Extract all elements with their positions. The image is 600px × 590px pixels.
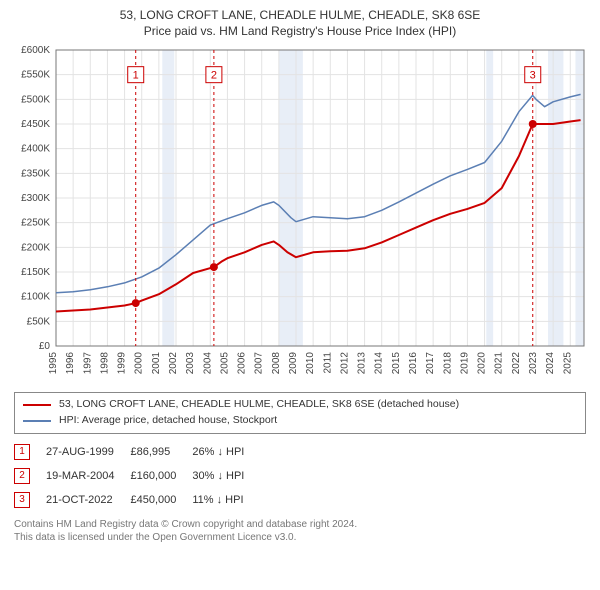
svg-text:2002: 2002: [168, 352, 179, 375]
sale-delta: 30% ↓ HPI: [192, 464, 260, 488]
sale-marker-box: 2: [14, 468, 30, 484]
svg-text:1998: 1998: [99, 352, 110, 375]
svg-text:2019: 2019: [459, 352, 470, 375]
svg-text:£400K: £400K: [21, 144, 50, 155]
svg-text:2020: 2020: [477, 352, 488, 375]
svg-text:1995: 1995: [48, 352, 59, 375]
sale-marker-box: 3: [14, 492, 30, 508]
svg-text:2008: 2008: [271, 352, 282, 375]
svg-text:2: 2: [211, 70, 217, 82]
svg-text:£250K: £250K: [21, 218, 50, 229]
footer-line-1: Contains HM Land Registry data © Crown c…: [14, 518, 586, 532]
svg-text:2016: 2016: [408, 352, 419, 375]
title-line-2: Price paid vs. HM Land Registry's House …: [8, 24, 592, 38]
sale-date: 19-MAR-2004: [46, 464, 130, 488]
svg-text:2001: 2001: [151, 352, 162, 375]
svg-text:1999: 1999: [117, 352, 128, 375]
svg-text:1: 1: [133, 70, 139, 82]
sale-marker-box: 1: [14, 444, 30, 460]
sale-date: 21-OCT-2022: [46, 488, 130, 512]
svg-text:1997: 1997: [82, 352, 93, 375]
sale-date: 27-AUG-1999: [46, 440, 130, 464]
svg-text:2009: 2009: [288, 352, 299, 375]
footer-attribution: Contains HM Land Registry data © Crown c…: [14, 518, 586, 545]
svg-text:2012: 2012: [339, 352, 350, 375]
sale-price: £86,995: [130, 440, 192, 464]
footer-line-2: This data is licensed under the Open Gov…: [14, 531, 586, 545]
svg-text:2015: 2015: [391, 352, 402, 375]
svg-text:£200K: £200K: [21, 242, 50, 253]
svg-text:£600K: £600K: [21, 45, 50, 56]
svg-text:2011: 2011: [322, 352, 333, 374]
svg-text:2017: 2017: [425, 352, 436, 375]
svg-text:£350K: £350K: [21, 168, 50, 179]
svg-text:£150K: £150K: [21, 267, 50, 278]
legend: 53, LONG CROFT LANE, CHEADLE HULME, CHEA…: [14, 392, 586, 434]
legend-row: HPI: Average price, detached house, Stoc…: [23, 413, 577, 429]
svg-text:2021: 2021: [494, 352, 505, 375]
table-row: 2 19-MAR-2004£160,00030% ↓ HPI: [14, 464, 260, 488]
svg-text:2018: 2018: [442, 352, 453, 375]
svg-text:2005: 2005: [219, 352, 230, 375]
chart-svg: £0 £50K £100K £150K £200K £250K £300K £350K £400…: [8, 44, 592, 384]
legend-label: HPI: Average price, detached house, Stoc…: [59, 413, 277, 429]
table-row: 3 21-OCT-2022£450,00011% ↓ HPI: [14, 488, 260, 512]
svg-text:£0: £0: [39, 341, 51, 352]
svg-text:2004: 2004: [202, 352, 213, 375]
svg-text:£50K: £50K: [27, 316, 51, 327]
legend-row: 53, LONG CROFT LANE, CHEADLE HULME, CHEA…: [23, 397, 577, 413]
sale-price: £160,000: [130, 464, 192, 488]
svg-text:2024: 2024: [545, 352, 556, 375]
chart-title: 53, LONG CROFT LANE, CHEADLE HULME, CHEA…: [8, 8, 592, 38]
sale-price: £450,000: [130, 488, 192, 512]
svg-text:£100K: £100K: [21, 292, 50, 303]
legend-label: 53, LONG CROFT LANE, CHEADLE HULME, CHEA…: [59, 397, 459, 413]
svg-text:2006: 2006: [237, 352, 248, 375]
price-chart: £0 £50K £100K £150K £200K £250K £300K £350K £400…: [8, 44, 592, 384]
svg-text:2025: 2025: [562, 352, 573, 375]
table-row: 1 27-AUG-1999£86,99526% ↓ HPI: [14, 440, 260, 464]
svg-text:2007: 2007: [254, 352, 265, 375]
legend-swatch: [23, 404, 51, 406]
svg-text:2022: 2022: [511, 352, 522, 375]
legend-swatch: [23, 420, 51, 422]
svg-text:2014: 2014: [374, 352, 385, 375]
svg-text:£550K: £550K: [21, 70, 50, 81]
svg-text:1996: 1996: [65, 352, 76, 375]
svg-text:£300K: £300K: [21, 193, 50, 204]
svg-text:2003: 2003: [185, 352, 196, 375]
svg-text:3: 3: [530, 70, 536, 82]
svg-text:2023: 2023: [528, 352, 539, 375]
svg-text:2000: 2000: [134, 352, 145, 375]
sale-delta: 26% ↓ HPI: [192, 440, 260, 464]
title-line-1: 53, LONG CROFT LANE, CHEADLE HULME, CHEA…: [8, 8, 592, 22]
svg-text:2010: 2010: [305, 352, 316, 375]
sales-table: 1 27-AUG-1999£86,99526% ↓ HPI 2 19-MAR-2004…: [14, 440, 260, 512]
svg-text:£450K: £450K: [21, 119, 50, 130]
svg-text:£500K: £500K: [21, 94, 50, 105]
svg-text:2013: 2013: [357, 352, 368, 375]
sale-delta: 11% ↓ HPI: [192, 488, 260, 512]
